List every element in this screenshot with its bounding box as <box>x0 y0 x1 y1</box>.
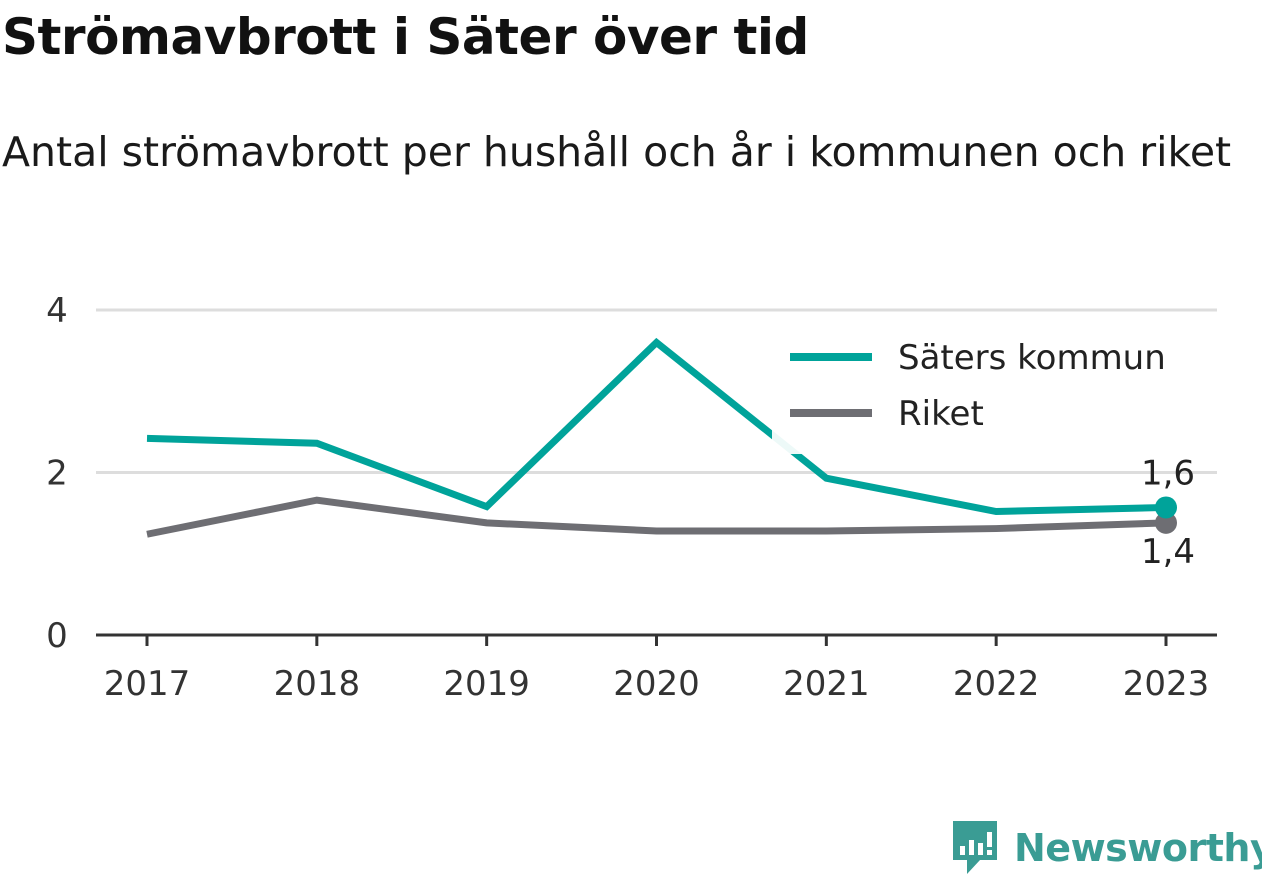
newsworthy-logo: Newsworthy <box>950 818 1262 878</box>
brand-name: Newsworthy <box>1014 826 1262 870</box>
chart-title: Strömavbrott i Säter över tid <box>2 8 809 66</box>
x-tick-label: 2021 <box>783 664 870 704</box>
x-tick-label: 2020 <box>613 664 700 704</box>
end-value-label-1: 1,4 <box>1141 532 1195 572</box>
gridlines <box>96 308 1217 474</box>
series-end-point-1 <box>1155 511 1177 534</box>
x-tick-label: 2023 <box>1123 664 1210 704</box>
legend: Säters kommun Riket <box>772 326 1197 454</box>
legend-label-1: Riket <box>898 394 984 434</box>
x-tick-label: 2019 <box>443 664 530 704</box>
series-line-0 <box>146 337 1167 516</box>
x-tick-label: 2022 <box>953 664 1040 704</box>
x-tick-label: 2017 <box>104 664 191 704</box>
end-value-labels: 1,4 1,6 <box>1141 453 1195 571</box>
legend-label-0: Säters kommun <box>898 338 1166 378</box>
series-lines <box>146 337 1177 538</box>
chart-subtitle: Antal strömavbrott per hushåll och år i … <box>2 128 1232 176</box>
legend-background <box>772 326 1197 454</box>
y-tick-label: 0 <box>46 616 68 656</box>
x-tick-label: 2018 <box>274 664 361 704</box>
newsworthy-logo-icon <box>953 821 997 874</box>
series-end-point-0 <box>1155 496 1177 519</box>
y-tick-label: 4 <box>46 291 68 331</box>
y-axis-tick-labels: 0 2 4 <box>46 291 68 656</box>
end-value-label-0: 1,6 <box>1141 453 1195 493</box>
x-axis: 2017 2018 2019 2020 2021 2022 2023 <box>96 633 1217 704</box>
series-line-1 <box>146 496 1167 538</box>
y-tick-label: 2 <box>46 454 68 494</box>
